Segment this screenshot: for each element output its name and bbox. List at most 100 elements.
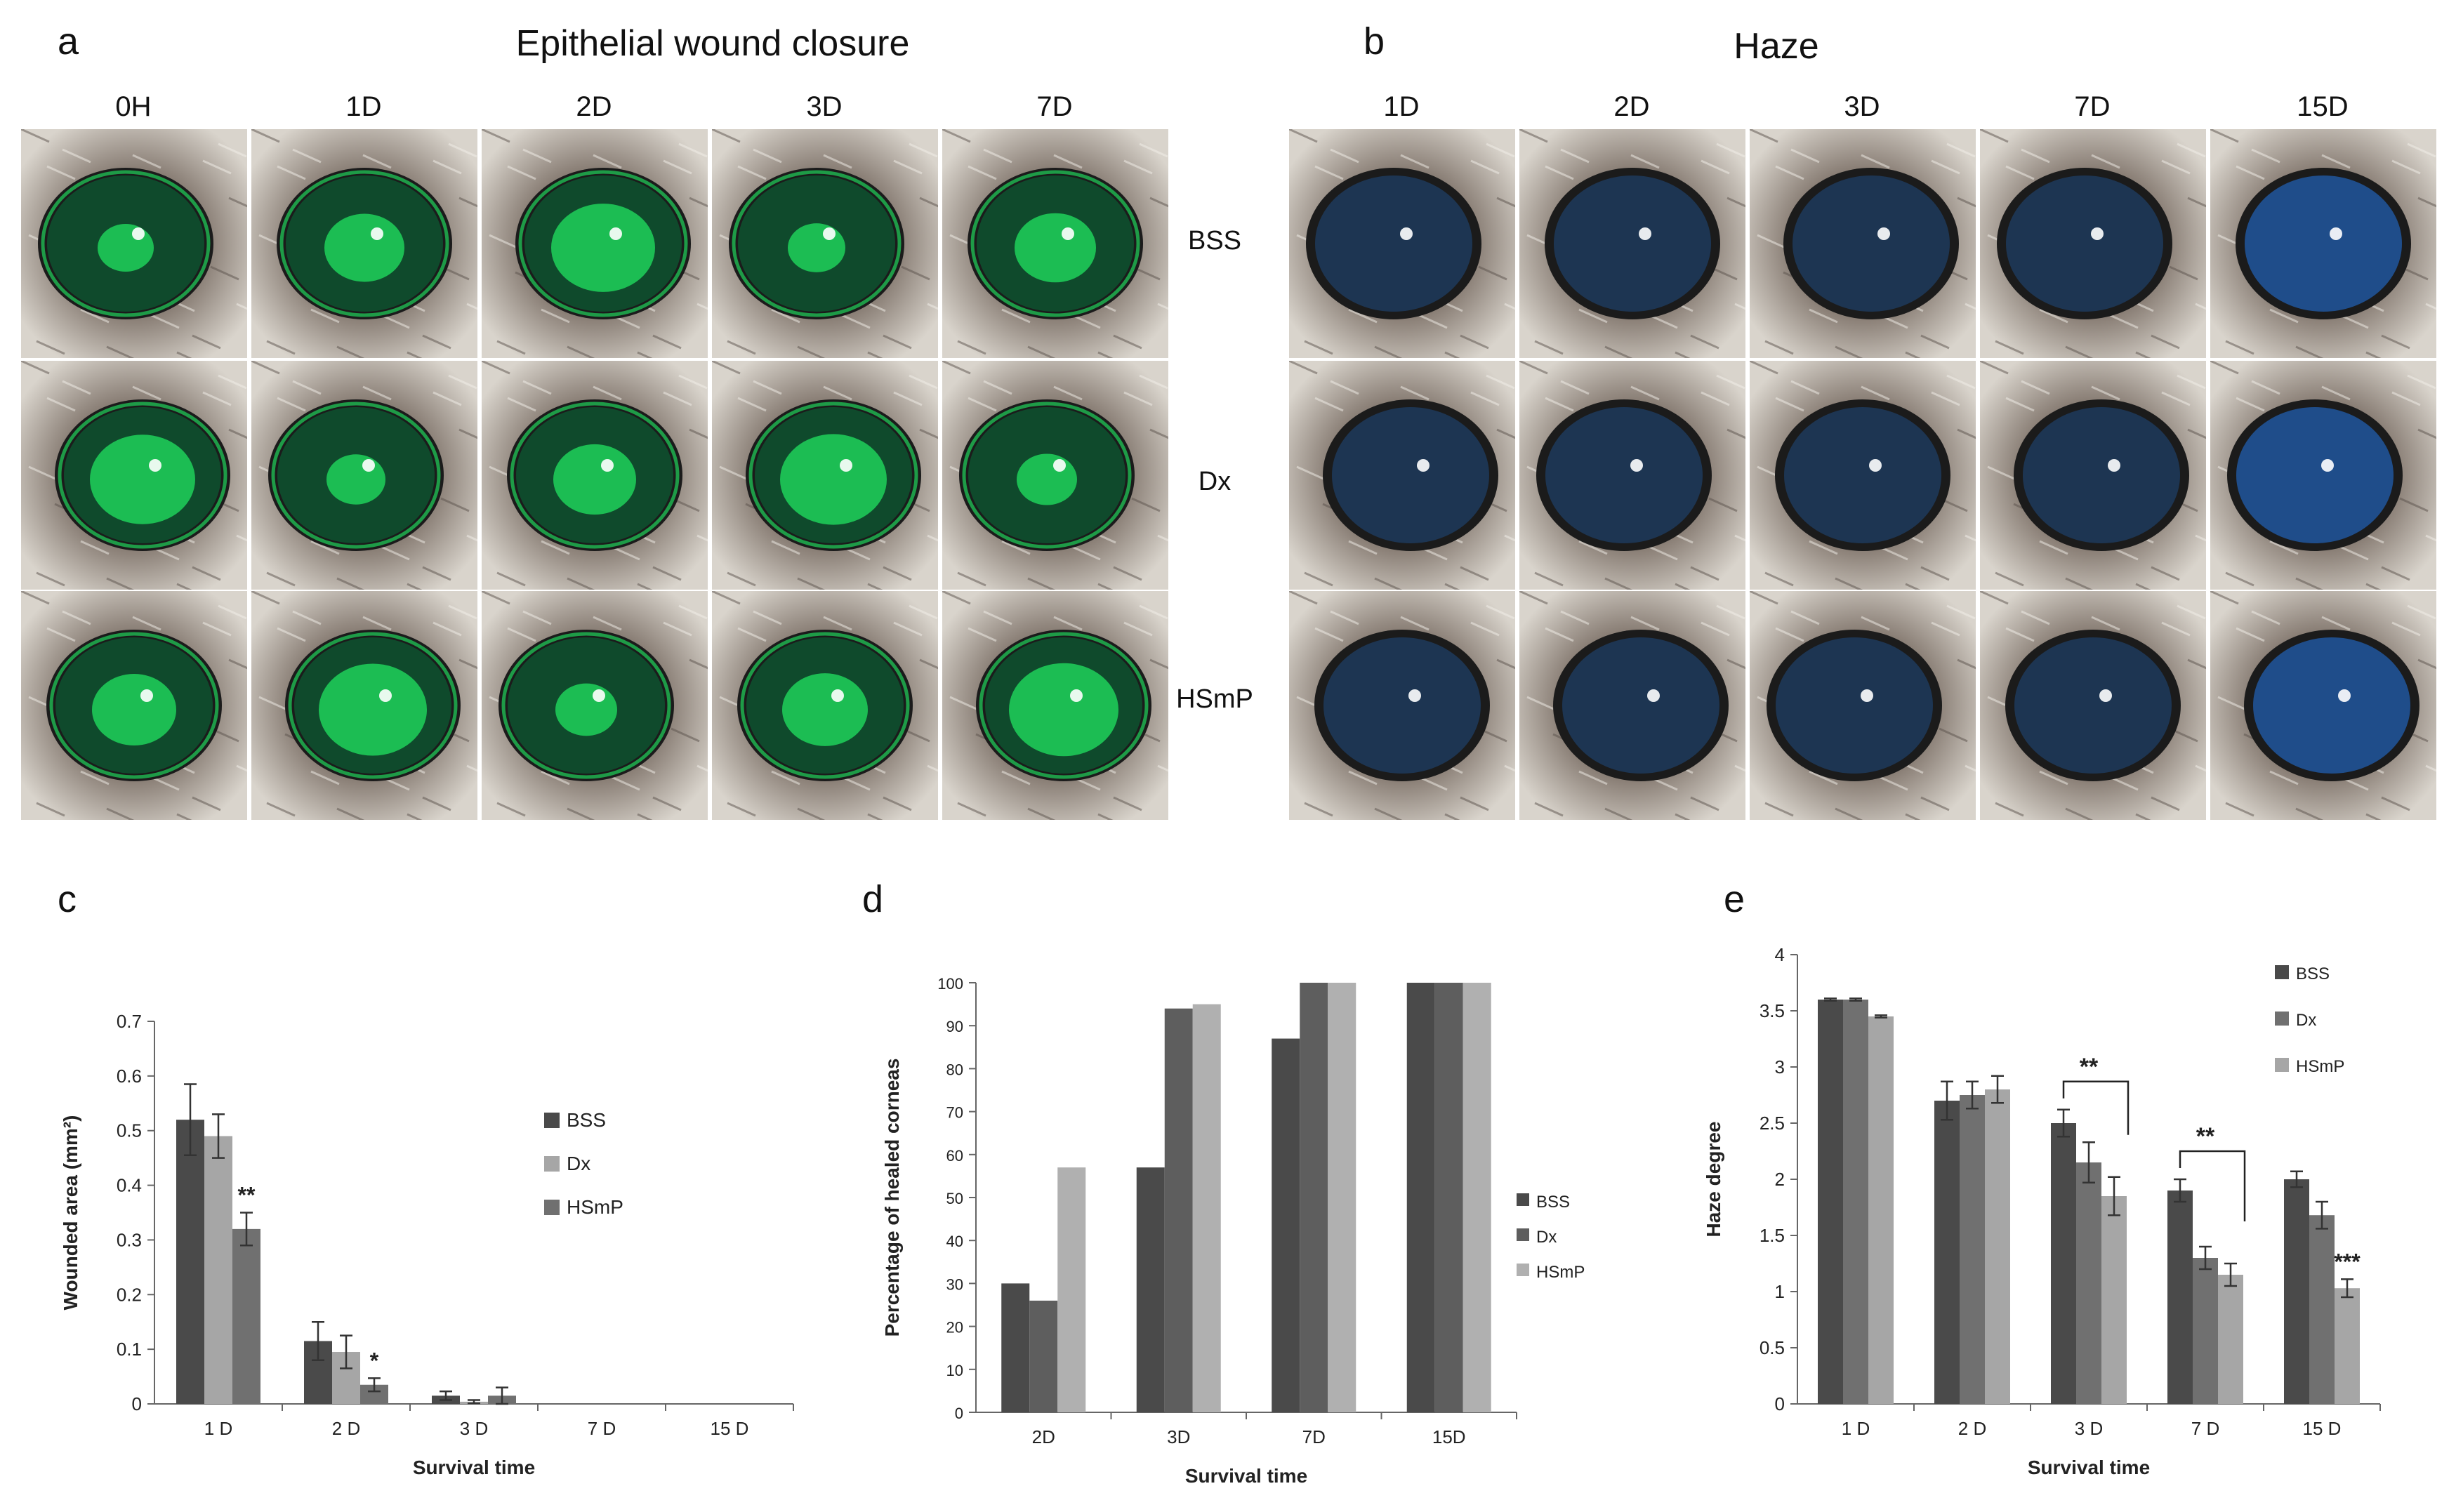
panel-b-col-label: 1D — [1383, 91, 1420, 122]
eye-photo — [1980, 591, 2206, 820]
error-bar — [2290, 1170, 2303, 1188]
y-tick-label: 20 — [946, 1319, 963, 1337]
panel-c-letter: c — [58, 878, 77, 920]
x-tick-label: 15 D — [2303, 1418, 2342, 1439]
legend-swatch — [1517, 1193, 1529, 1206]
legend-label: BSS — [1536, 1193, 1570, 1212]
bar — [2101, 1196, 2127, 1404]
panel-e-letter: e — [1724, 878, 1745, 920]
eye-photo — [942, 129, 1168, 358]
y-tick-label: 10 — [946, 1362, 963, 1379]
panel-b-col-label: 15D — [2297, 91, 2349, 122]
panel-a-col-label: 3D — [806, 91, 843, 122]
y-axis-label: Percentage of healed corneas — [881, 1059, 903, 1337]
eye-photo — [2210, 361, 2436, 590]
eye-photo — [712, 129, 938, 358]
x-tick-label: 3 D — [460, 1418, 488, 1439]
panel-a-row-label: Dx — [1198, 467, 1232, 496]
bar — [2193, 1258, 2218, 1404]
panel-a-col-label: 1D — [345, 91, 382, 122]
eye-photo — [251, 591, 477, 820]
eye-photo — [1519, 591, 1745, 820]
chart-c-wounded-area: 0 0.1 0.2 0.3 0.4 0.5 0.6 0.7 1 D 2 D 3 D 7 D 15 D Su… — [60, 1011, 794, 1478]
y-tick-label: 0.3 — [117, 1229, 142, 1250]
y-tick-label: 0 — [1775, 1393, 1785, 1414]
bar — [2335, 1288, 2360, 1404]
x-tick-label: 1 D — [204, 1418, 232, 1439]
eye-photo — [1980, 129, 2206, 358]
error-bar — [468, 1399, 480, 1405]
legend-label: BSS — [567, 1109, 606, 1131]
y-tick-label: 90 — [946, 1018, 963, 1035]
eye-photo — [21, 129, 247, 358]
panel-a-col-label: 7D — [1036, 91, 1073, 122]
bar — [232, 1228, 260, 1404]
x-tick-label: 2D — [1032, 1426, 1055, 1447]
eye-photo — [251, 129, 477, 358]
y-axis-label: Haze degree — [1703, 1122, 1724, 1238]
eye-photo — [942, 361, 1168, 590]
panel-b-col-label: 3D — [1844, 91, 1880, 122]
y-tick-label: 0 — [955, 1405, 963, 1422]
eye-photo — [1519, 129, 1745, 358]
y-tick-label: 60 — [946, 1147, 963, 1165]
eye-photo — [482, 361, 708, 590]
y-tick-label: 1 — [1775, 1281, 1785, 1302]
error-bar — [2341, 1278, 2353, 1299]
significance-label: ** — [2196, 1123, 2215, 1150]
legend-label: HSmP — [2296, 1057, 2344, 1076]
legend-swatch — [2275, 1058, 2289, 1072]
panel-d-letter: d — [862, 878, 884, 920]
eye-photo — [1750, 361, 1976, 590]
error-bar — [2316, 1200, 2328, 1230]
significance-label: *** — [2334, 1249, 2361, 1274]
legend-swatch — [1517, 1228, 1529, 1241]
bar — [176, 1120, 204, 1404]
y-tick-label: 2 — [1775, 1169, 1785, 1190]
legend-label: BSS — [2296, 964, 2330, 983]
bar — [1136, 1167, 1165, 1412]
x-axis-label: Survival time — [2028, 1457, 2150, 1478]
bar — [204, 1136, 232, 1404]
legend-label: HSmP — [1536, 1263, 1585, 1282]
legend-label: Dx — [567, 1153, 590, 1174]
error-bar — [2057, 1108, 2070, 1138]
bar — [1985, 1089, 2010, 1404]
significance-label: ** — [2080, 1054, 2099, 1080]
y-tick-label: 50 — [946, 1190, 963, 1207]
error-bar — [2199, 1245, 2212, 1271]
eye-photo — [1980, 361, 2206, 590]
eye-photo — [1750, 591, 1976, 820]
y-tick-label: 0.6 — [117, 1066, 142, 1087]
y-tick-label: 3 — [1775, 1056, 1785, 1077]
legend-label: HSmP — [567, 1196, 623, 1218]
y-tick-label: 80 — [946, 1061, 963, 1078]
bar — [1192, 1004, 1221, 1412]
y-tick-label: 0.5 — [1760, 1337, 1785, 1358]
bar — [1960, 1095, 1985, 1404]
eye-photo — [2210, 591, 2436, 820]
error-bar — [212, 1113, 225, 1159]
bar — [1818, 1000, 1843, 1404]
error-bar — [184, 1083, 197, 1156]
eye-photo — [712, 361, 938, 590]
x-tick-label: 15D — [1432, 1426, 1466, 1447]
bar — [2051, 1123, 2076, 1404]
y-tick-label: 0.5 — [117, 1120, 142, 1141]
y-tick-label: 0.4 — [117, 1175, 142, 1196]
legend-swatch — [2275, 1012, 2289, 1026]
error-bar — [1875, 1014, 1887, 1019]
significance-bracket — [2062, 1080, 2130, 1135]
significance-label: * — [370, 1348, 379, 1373]
bar — [1434, 983, 1463, 1412]
eye-photo — [482, 591, 708, 820]
panel-b-col-label: 7D — [2074, 91, 2111, 122]
y-tick-label: 0.2 — [117, 1284, 142, 1305]
panel-b-letter: b — [1364, 20, 1385, 62]
error-bar — [1849, 997, 1862, 1002]
bar — [2167, 1191, 2193, 1404]
y-axis-label: Wounded area (mm²) — [60, 1115, 81, 1311]
x-tick-label: 7 D — [2191, 1418, 2219, 1439]
chart-e-haze-degree: 0 0.5 1 1.5 2 2.5 3 3.5 4 1 D 2 D 3 D 7 D 15 D Surviva… — [1703, 944, 2381, 1478]
significance-bracket — [2179, 1150, 2246, 1221]
